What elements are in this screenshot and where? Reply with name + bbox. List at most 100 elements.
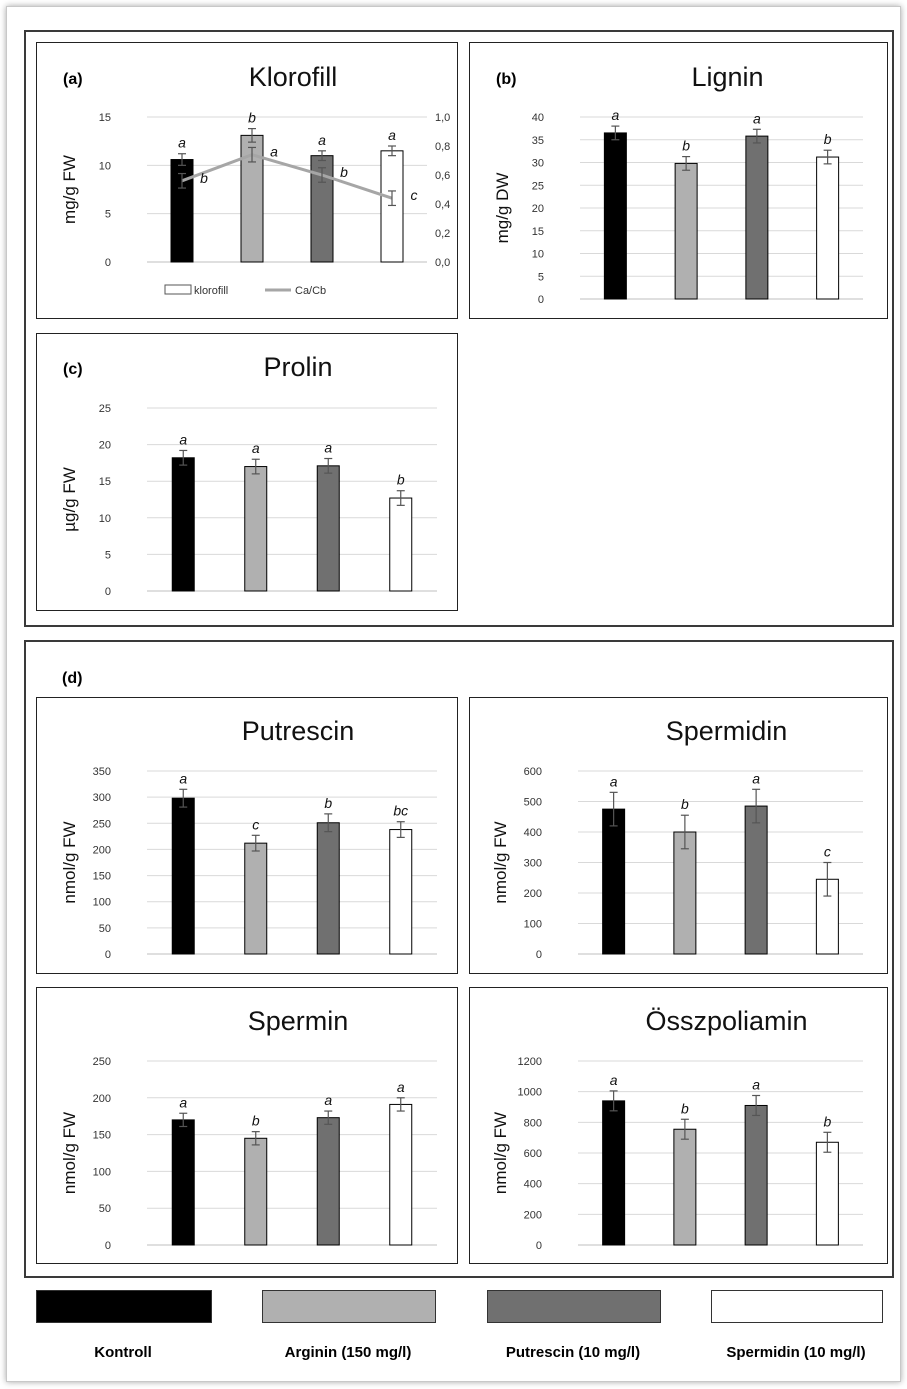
y2-tick-label: 0,0 <box>435 257 450 269</box>
significance-letter: b <box>248 110 256 126</box>
significance-letter: c <box>824 844 831 860</box>
significance-letter: bc <box>393 803 408 819</box>
y-tick-label: 300 <box>93 792 111 804</box>
y-tick-label: 50 <box>99 1203 111 1215</box>
significance-letter: a <box>178 135 186 151</box>
significance-letter: b <box>252 1113 260 1129</box>
bar <box>745 135 769 300</box>
y-tick-label: 5 <box>538 271 544 283</box>
chart-title: Putrescin <box>242 716 355 746</box>
significance-letter: b <box>397 472 405 488</box>
legend-swatch-kontroll <box>36 1290 212 1323</box>
y-tick-label: 500 <box>524 797 542 809</box>
bar <box>244 466 268 592</box>
bar <box>244 842 268 955</box>
y-tick-label: 20 <box>532 203 544 215</box>
series-line-ca-cb <box>181 153 393 200</box>
significance-letter: a <box>252 440 260 456</box>
bar <box>389 1103 413 1246</box>
y-tick-label: 0 <box>538 294 544 306</box>
legend-swatch-arginin <box>262 1290 436 1323</box>
chart-title: Spermidin <box>666 716 788 746</box>
y-tick-label: 35 <box>532 135 544 147</box>
y-tick-label: 400 <box>524 827 542 839</box>
y-axis-label: nmol/g FW <box>60 821 79 903</box>
y-tick-label: 600 <box>524 1148 542 1160</box>
y-tick-label: 10 <box>99 513 111 525</box>
legend-swatch-spermidin <box>711 1290 883 1323</box>
y-axis-label: nmol/g FW <box>491 1112 510 1194</box>
significance-letter: a <box>610 1072 618 1088</box>
significance-letter: a <box>752 770 760 786</box>
significance-letter: c <box>252 816 259 832</box>
y-tick-label: 5 <box>105 209 111 221</box>
panel-osszpoliamin: Összpoliamin 0 200 400 600 800 1000 1200 nmol/g … <box>469 987 888 1264</box>
y-tick-label: 200 <box>524 1209 542 1221</box>
y-tick-label: 25 <box>99 403 111 415</box>
y-tick-label: 30 <box>532 158 544 170</box>
legend-label-arginin: Arginin (150 mg/l) <box>284 1344 412 1361</box>
panel-label: (c) <box>63 361 83 378</box>
significance-letter: b <box>824 131 832 147</box>
panel-spermin: Spermin 0 50 100 150 200 250 nmol/g FW a b a a <box>36 987 458 1264</box>
y2-tick-label: 0,8 <box>435 141 450 153</box>
bar <box>602 1100 626 1246</box>
line-significance-letter: a <box>270 144 278 160</box>
panel-label: (b) <box>496 71 516 88</box>
bar <box>171 457 195 592</box>
significance-letter: a <box>179 770 187 786</box>
y2-tick-label: 0,4 <box>435 199 450 211</box>
y-tick-label: 300 <box>524 858 542 870</box>
legend-label-putrescin: Putrescin (10 mg/l) <box>505 1344 641 1361</box>
bar <box>602 808 626 955</box>
y-tick-label: 15 <box>99 112 111 124</box>
bar <box>603 132 627 300</box>
y-tick-label: 0 <box>105 586 111 598</box>
y-tick-label: 0 <box>536 949 542 961</box>
y-tick-label: 15 <box>99 476 111 488</box>
y-tick-label: 100 <box>524 919 542 931</box>
bar <box>316 465 340 592</box>
y-tick-label: 40 <box>532 112 544 124</box>
y-tick-label: 0 <box>536 1240 542 1252</box>
panel-lignin: Lignin (b) 0 5 10 15 20 25 30 35 40 mg/g DW a b a b <box>469 42 888 319</box>
legend-label-ca-cb: Ca/Cb <box>295 285 326 297</box>
y-axis-label: mg/g DW <box>493 173 512 244</box>
legend-swatch-klorofill <box>164 284 192 295</box>
line-significance-letter: b <box>200 170 208 186</box>
y-tick-label: 15 <box>532 226 544 238</box>
y-tick-label: 10 <box>99 160 111 172</box>
y-axis-label: nmol/g FW <box>60 1112 79 1194</box>
legend-label-kontroll: Kontroll <box>94 1344 152 1361</box>
y-tick-label: 0 <box>105 257 111 269</box>
significance-letter: b <box>324 795 332 811</box>
group-d-label: (d) <box>62 670 83 687</box>
chart-title: Lignin <box>691 62 763 92</box>
bar <box>316 822 340 955</box>
panel-spermidin: Spermidin 0 100 200 300 400 500 600 nmol/g FW a b a… <box>469 697 888 974</box>
bar <box>744 1104 768 1246</box>
y2-tick-label: 0,6 <box>435 170 450 182</box>
significance-letter: a <box>752 1077 760 1093</box>
chart-title: Spermin <box>248 1006 349 1036</box>
panel-klorofill: Klorofill (a) 0 5 10 15 mg/g FW a b a a 0,0 0,2 0,4 0,… <box>36 42 458 319</box>
significance-letter: a <box>610 773 618 789</box>
chart-title: Összpoliamin <box>645 1006 807 1036</box>
significance-letter: b <box>823 1113 831 1129</box>
chart-svg-lignin: Lignin (b) 0 5 10 15 20 25 30 35 40 mg/g DW a b a b <box>493 62 863 306</box>
y-tick-label: 250 <box>93 1056 111 1068</box>
significance-letter: a <box>179 431 187 447</box>
significance-letter: a <box>611 107 619 123</box>
significance-letter: a <box>324 1092 332 1108</box>
significance-letter: a <box>318 132 326 148</box>
bar <box>815 1141 839 1246</box>
significance-letter: a <box>179 1094 187 1110</box>
significance-letter: a <box>753 110 761 126</box>
significance-letter: a <box>324 440 332 456</box>
panel-putrescin: Putrescin 0 50 100 150 200 250 300 350 nmol/g FW a… <box>36 697 458 974</box>
y-tick-label: 25 <box>532 180 544 192</box>
bar <box>171 1119 195 1246</box>
y-tick-label: 400 <box>524 1179 542 1191</box>
legend-swatch-putrescin <box>487 1290 661 1323</box>
